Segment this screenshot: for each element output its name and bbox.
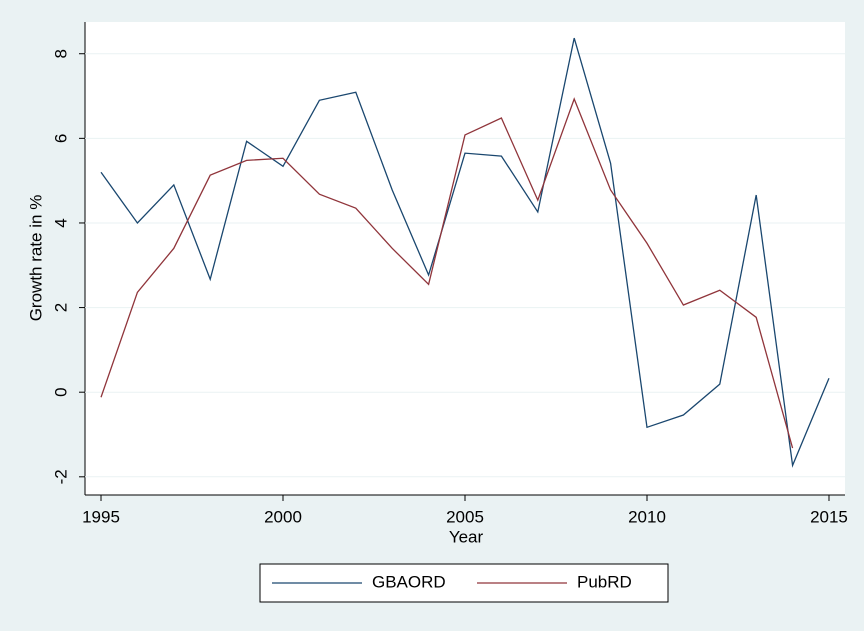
y-tick-label: 2 bbox=[51, 303, 70, 312]
series-line bbox=[100, 97, 794, 449]
y-axis-title: Growth rate in % bbox=[26, 195, 45, 322]
x-tick-label: 2015 bbox=[810, 507, 848, 526]
y-tick-label: 0 bbox=[51, 387, 70, 396]
x-tick-label: 2000 bbox=[264, 507, 302, 526]
x-tick-label: 2010 bbox=[628, 507, 666, 526]
x-axis-title: Year bbox=[449, 527, 484, 546]
y-tick-label: 8 bbox=[51, 49, 70, 58]
legend-label: GBAORD bbox=[372, 572, 446, 591]
series-line bbox=[100, 37, 830, 468]
y-tick-label: -2 bbox=[51, 469, 70, 484]
x-tick-label: 1995 bbox=[82, 507, 120, 526]
x-tick-label: 2005 bbox=[446, 507, 484, 526]
plot-area bbox=[85, 22, 845, 495]
y-tick-label: 6 bbox=[51, 134, 70, 143]
legend-label: PubRD bbox=[577, 572, 632, 591]
y-tick-label: 4 bbox=[51, 218, 70, 227]
